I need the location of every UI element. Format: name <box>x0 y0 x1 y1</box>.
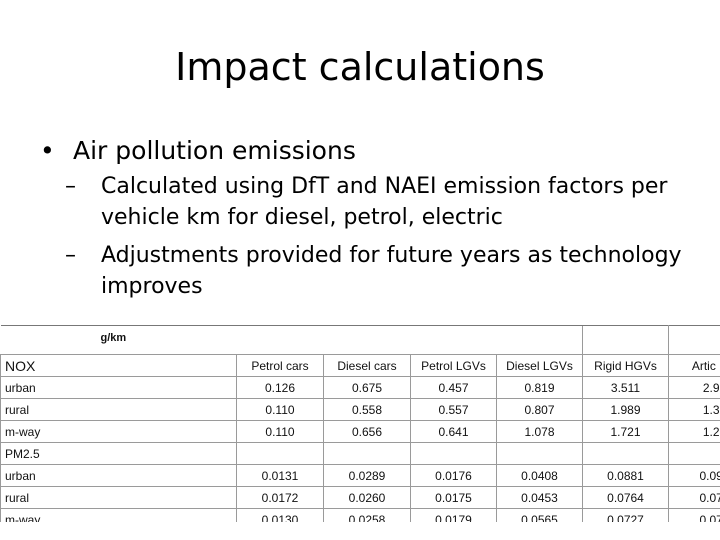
row-label: rural <box>0 486 237 509</box>
table-row: m-way 0.0130 0.0258 0.0179 0.0565 0.0727… <box>0 508 720 522</box>
table-cell: 0.077 <box>668 508 720 522</box>
empty-cell <box>496 442 583 465</box>
blank-cell <box>496 325 583 355</box>
column-header: Diesel LGVs <box>496 354 583 377</box>
table-cell: 0.0453 <box>496 486 583 509</box>
table-cell: 0.0727 <box>582 508 669 522</box>
emission-factors-table-image: g/km NOX Petrol cars Diesel cars Petrol … <box>0 325 720 522</box>
unit-label: g/km <box>0 325 237 355</box>
sub-bullet-dash-icon: – <box>65 243 76 268</box>
table-row: m-way 0.110 0.656 0.641 1.078 1.721 1.25 <box>0 420 720 443</box>
table-cell: 0.0289 <box>323 464 411 487</box>
row-label: urban <box>0 376 237 399</box>
bullet-text: Air pollution emissions <box>73 136 356 165</box>
table-row: rural 0.110 0.558 0.557 0.807 1.989 1.39 <box>0 398 720 421</box>
table-cell: 0.807 <box>496 398 583 421</box>
table-cell: 0.656 <box>323 420 411 443</box>
table-cell: 0.0260 <box>323 486 411 509</box>
blank-cell <box>236 325 324 355</box>
blank-cell <box>410 325 497 355</box>
table-cell: 0.092 <box>668 464 720 487</box>
blank-cell <box>323 325 411 355</box>
table-row: urban 0.126 0.675 0.457 0.819 3.511 2.96 <box>0 376 720 399</box>
section-row: PM2.5 <box>0 442 720 465</box>
sub-bullet-item: – Calculated using DfT and NAEI emission… <box>40 171 700 233</box>
table-cell: 1.078 <box>496 420 583 443</box>
table-cell: 0.0565 <box>496 508 583 522</box>
table-cell: 0.0131 <box>236 464 324 487</box>
column-header: Rigid HGVs <box>582 354 669 377</box>
blank-cell <box>582 325 669 355</box>
table-cell: 0.126 <box>236 376 324 399</box>
slide-title: Impact calculations <box>175 45 545 89</box>
table-cell: 0.0881 <box>582 464 669 487</box>
sub-bullet-item: – Adjustments provided for future years … <box>40 240 700 302</box>
empty-cell <box>323 442 411 465</box>
row-label: m-way <box>0 508 237 522</box>
table-cell: 1.25 <box>668 420 720 443</box>
table-cell: 1.989 <box>582 398 669 421</box>
table-cell: 0.078 <box>668 486 720 509</box>
table-row: urban 0.0131 0.0289 0.0176 0.0408 0.0881… <box>0 464 720 487</box>
table-row: rural 0.0172 0.0260 0.0175 0.0453 0.0764… <box>0 486 720 509</box>
table-cell: 0.0764 <box>582 486 669 509</box>
empty-cell <box>668 442 720 465</box>
row-label: urban <box>0 464 237 487</box>
row-label: rural <box>0 398 237 421</box>
sub-bullet-text: Calculated using DfT and NAEI emission f… <box>101 174 668 230</box>
table-cell: 0.0179 <box>410 508 497 522</box>
table-cell: 0.457 <box>410 376 497 399</box>
table-cell: 0.0172 <box>236 486 324 509</box>
column-header: Petrol LGVs <box>410 354 497 377</box>
empty-cell <box>410 442 497 465</box>
emission-factors-table: g/km NOX Petrol cars Diesel cars Petrol … <box>0 325 720 522</box>
table-cell: 0.0130 <box>236 508 324 522</box>
table-cell: 0.0408 <box>496 464 583 487</box>
table-cell: 1.721 <box>582 420 669 443</box>
header-row: NOX Petrol cars Diesel cars Petrol LGVs … <box>0 354 720 377</box>
empty-cell <box>582 442 669 465</box>
column-header: Diesel cars <box>323 354 411 377</box>
row-label: m-way <box>0 420 237 443</box>
sub-bullet-text: Adjustments provided for future years as… <box>101 243 682 299</box>
table-cell: 0.0176 <box>410 464 497 487</box>
table-cell: 1.39 <box>668 398 720 421</box>
table-cell: 0.819 <box>496 376 583 399</box>
section-label-nox: NOX <box>0 354 237 377</box>
table-cell: 0.675 <box>323 376 411 399</box>
table-cell: 2.96 <box>668 376 720 399</box>
table-cell: 3.511 <box>582 376 669 399</box>
table-cell: 0.0175 <box>410 486 497 509</box>
units-row: g/km <box>0 325 720 355</box>
column-header: Artic HG <box>668 354 720 377</box>
bullet-dot-icon: • <box>40 136 55 165</box>
section-label-pm25: PM2.5 <box>0 442 237 465</box>
table-cell: 0.641 <box>410 420 497 443</box>
bullet-item: • Air pollution emissions <box>40 133 700 169</box>
column-header: Petrol cars <box>236 354 324 377</box>
blank-cell <box>668 325 720 355</box>
empty-cell <box>236 442 324 465</box>
table-cell: 0.0258 <box>323 508 411 522</box>
table-cell: 0.110 <box>236 420 324 443</box>
table-cell: 0.558 <box>323 398 411 421</box>
table-cell: 0.557 <box>410 398 497 421</box>
table-cell: 0.110 <box>236 398 324 421</box>
bullet-list: • Air pollution emissions – Calculated u… <box>40 133 700 302</box>
sub-bullet-dash-icon: – <box>65 174 76 199</box>
